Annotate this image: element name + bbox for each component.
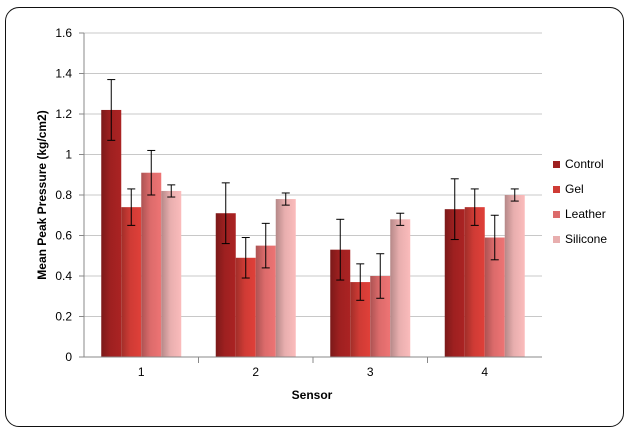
bar-control-4 (444, 209, 465, 357)
bar-gel-3 (350, 282, 371, 357)
bar-gel-4 (464, 207, 485, 357)
bar-chart: 0 0.2 0.4 0.6 0.8 1 1.2 1.4 1.6 1 2 3 4 Mean Peak P… (35, 26, 607, 401)
y-tick-label: 0.4 (55, 269, 72, 283)
x-tick-label: 3 (367, 365, 374, 379)
error-bars (107, 79, 519, 301)
x-tick-label: 4 (481, 365, 488, 379)
x-tick-label: 2 (252, 365, 259, 379)
bar-leather-1 (141, 172, 162, 357)
y-tick-label: 0.2 (55, 310, 72, 324)
legend-swatch-gel (553, 186, 560, 193)
legend-swatch-leather (553, 211, 560, 218)
legend-label-gel: Gel (565, 182, 584, 196)
bars (101, 109, 525, 357)
legend-label-silicone: Silicone (565, 232, 607, 246)
y-tick-label: 1.6 (55, 26, 72, 40)
bar-leather-4 (484, 237, 505, 357)
bar-silicone-2 (275, 199, 296, 357)
bar-leather-3 (370, 276, 391, 357)
legend-swatch-control (553, 161, 560, 168)
bar-gel-1 (121, 207, 142, 357)
bar-control-3 (330, 249, 351, 357)
y-tick-label: 1 (65, 148, 72, 162)
y-tick-label: 0.6 (55, 229, 72, 243)
legend: Control Gel Leather Silicone (553, 157, 607, 246)
bar-silicone-4 (504, 195, 525, 357)
y-tick-label: 1.2 (55, 107, 72, 121)
bar-leather-2 (255, 245, 276, 357)
y-tick-labels: 0 0.2 0.4 0.6 0.8 1 1.2 1.4 1.6 (55, 26, 72, 364)
y-tick-label: 0.8 (55, 188, 72, 202)
legend-label-leather: Leather (565, 207, 606, 221)
bar-gel-2 (235, 257, 256, 357)
bar-silicone-3 (390, 219, 411, 357)
y-axis-title: Mean Peak Pressure (kg/cm2) (35, 110, 49, 279)
y-tick-label: 1.4 (55, 67, 72, 81)
bar-control-1 (101, 109, 122, 357)
bar-silicone-1 (161, 190, 182, 357)
x-tick-label: 1 (138, 365, 145, 379)
legend-swatch-silicone (553, 236, 560, 243)
x-axis-title: Sensor (292, 388, 333, 401)
axes (79, 32, 542, 363)
legend-label-control: Control (565, 157, 604, 171)
bar-control-2 (215, 213, 236, 357)
y-tick-label: 0 (65, 350, 72, 364)
x-tick-labels: 1 2 3 4 (138, 365, 489, 379)
